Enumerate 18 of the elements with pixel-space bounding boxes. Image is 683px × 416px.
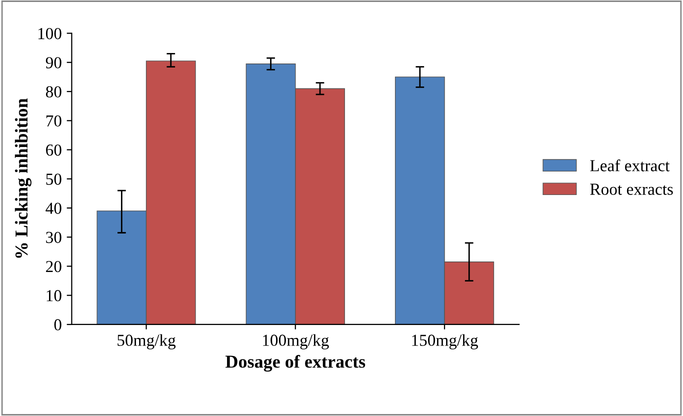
y-tick-label: 60 xyxy=(46,144,62,156)
y-tick-label: 30 xyxy=(46,232,62,244)
y-tick-label: 100 xyxy=(38,28,62,40)
x-axis-title: Dosage of extracts xyxy=(226,354,366,372)
y-tick-label: 70 xyxy=(46,115,62,127)
y-tick-label: 20 xyxy=(46,260,62,272)
y-tick-label: 80 xyxy=(46,86,62,98)
y-axis-title: % Licking inhibition xyxy=(14,98,32,258)
y-tick-label: 10 xyxy=(46,290,62,302)
y-tick-label: 50 xyxy=(46,174,62,185)
x-tick-label: 150mg/kg xyxy=(412,334,478,350)
y-tick-label: 0 xyxy=(54,319,62,330)
legend-label: Root exracts xyxy=(590,184,673,195)
y-tick-label: 40 xyxy=(46,202,62,214)
x-tick-label: 100mg/kg xyxy=(263,334,329,350)
legend-label: Leaf extract xyxy=(590,159,670,172)
x-tick-label: 50mg/kg xyxy=(118,334,176,350)
y-tick-label: 90 xyxy=(46,57,62,68)
